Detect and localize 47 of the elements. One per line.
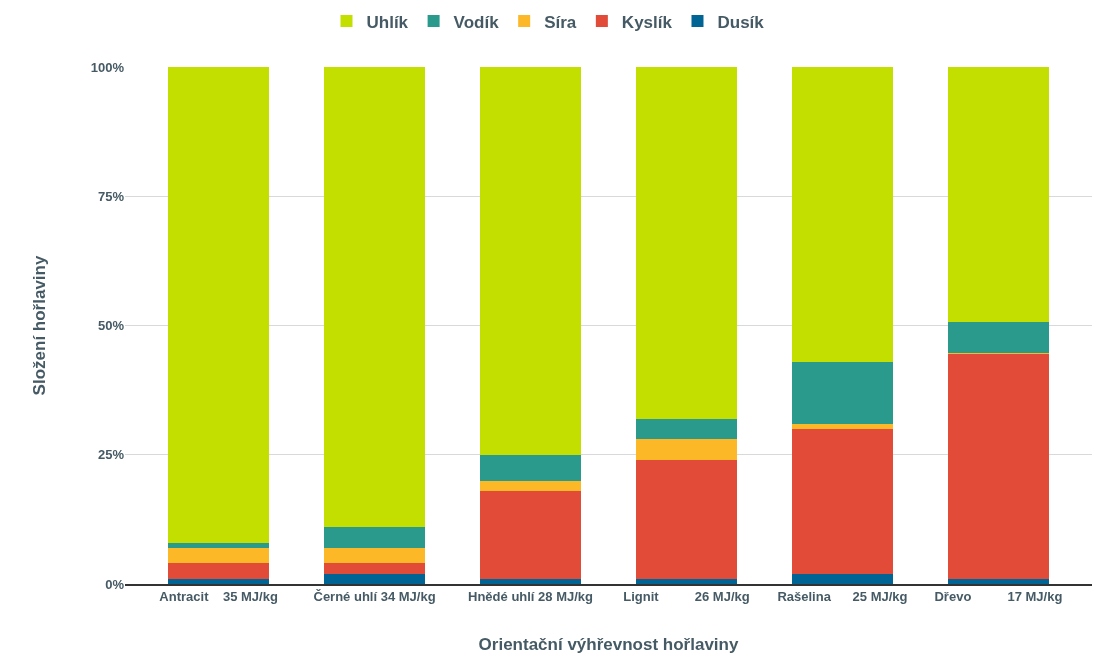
y-axis-title: Složení hořlaviny [30,255,50,396]
x-tick-label: Černé uhlí 34 MJ/kg [313,589,436,605]
bar [479,578,582,584]
x-tick-label: Rašelina 25 MJ/kg [777,589,908,605]
y-tick-label: 50% [97,318,125,334]
bar [791,423,894,429]
y-tick-label: 75% [97,188,125,204]
bar [791,67,894,362]
bar [323,563,426,574]
x-tick-label: Dřevo 17 MJ/kg [934,589,1063,605]
legend-label: Uhlík [366,12,409,32]
bar [947,67,1050,322]
bar [479,490,582,579]
legend-label: Síra [544,12,577,32]
bar [947,321,1050,353]
bar [479,480,582,491]
legend-label: Vodík [453,12,500,32]
x-axis-title: Orientační výhřevnost hořlaviny [478,635,739,655]
x-tick-label: Lignit 26 MJ/kg [623,589,750,605]
bar [791,573,894,584]
x-tick-label: Antracit 35 MJ/kg [159,589,278,605]
bar [947,353,1050,579]
bar [167,563,270,579]
bar [167,542,270,548]
y-tick-label: 0% [105,576,125,592]
bar [947,578,1050,584]
bar [791,428,894,574]
bar [635,418,738,440]
y-tick-label: 25% [97,447,125,463]
bar [167,578,270,584]
bar [791,361,894,424]
bar [479,67,582,455]
bar [323,547,426,564]
bar [323,527,426,548]
bar [635,578,738,584]
bar [167,547,270,564]
bar [323,67,426,528]
legend-label: Dusík [717,12,765,32]
bar [167,67,270,543]
bar [635,67,738,419]
bar [635,439,738,460]
y-tick-label: 100% [90,59,125,75]
bar [479,454,582,481]
legend-label: Kyslík [621,12,673,32]
bar [323,573,426,584]
x-tick-label: Hnědé uhlí 28 MJ/kg [468,589,594,605]
bar [635,459,738,579]
